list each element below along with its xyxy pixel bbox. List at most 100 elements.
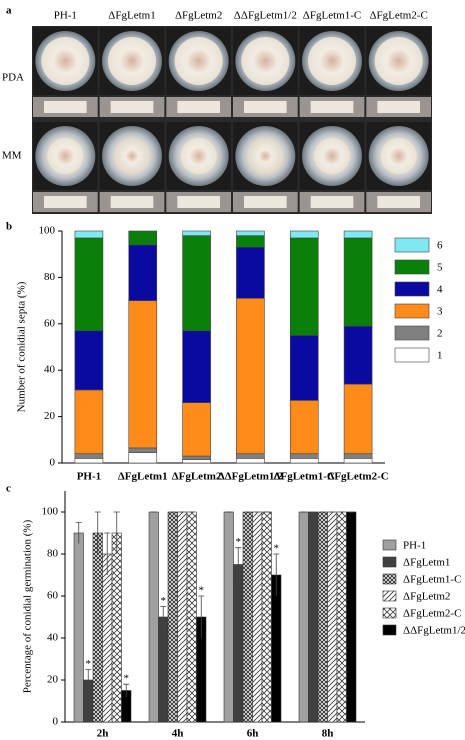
legend-swatch bbox=[382, 556, 397, 568]
y-axis-label: Number of conidial septa (%) bbox=[16, 281, 28, 412]
column-label: ΔFgLetm1-C bbox=[303, 10, 361, 22]
y-tick-label: 100 bbox=[42, 506, 59, 518]
significance-mark: * bbox=[236, 536, 242, 548]
x-tick-label: ΔFgLetm1-C bbox=[274, 471, 335, 483]
bar bbox=[186, 511, 197, 723]
legend-swatch bbox=[394, 237, 430, 253]
photo-background bbox=[32, 26, 432, 214]
bar bbox=[261, 511, 272, 723]
side-view-colony bbox=[110, 196, 154, 208]
colony bbox=[374, 37, 423, 85]
x-tick-label: ΔFgLetm2-C bbox=[327, 471, 388, 483]
bar-segment bbox=[182, 459, 211, 464]
bar-segment bbox=[128, 244, 158, 301]
bar bbox=[158, 616, 169, 723]
column-label: PH-1 bbox=[54, 10, 77, 22]
colony bbox=[380, 138, 417, 174]
bar bbox=[242, 511, 253, 723]
bar bbox=[327, 511, 338, 723]
colony bbox=[174, 37, 223, 85]
bar-segment bbox=[343, 453, 373, 459]
legend-label: PH-1 bbox=[403, 540, 426, 552]
bar-segment bbox=[289, 400, 319, 455]
bar bbox=[317, 511, 328, 723]
bar-segment bbox=[182, 455, 211, 460]
bar-segment bbox=[236, 235, 265, 248]
legend-swatch bbox=[394, 347, 430, 363]
bar bbox=[177, 511, 188, 723]
bar bbox=[233, 564, 244, 723]
legend-label: ΔΔFgLetm1/2 bbox=[403, 625, 465, 637]
bar-segment bbox=[74, 330, 104, 391]
bar-segment bbox=[236, 458, 265, 464]
error-bar bbox=[123, 683, 130, 697]
error-bar bbox=[75, 522, 82, 544]
colony bbox=[41, 37, 90, 85]
bar bbox=[92, 532, 103, 723]
panel-label: b bbox=[6, 221, 12, 233]
bar-segment bbox=[289, 230, 319, 239]
x-tick-label: ΔΔFgLetm1/2 bbox=[218, 471, 284, 483]
bar-segment bbox=[128, 452, 158, 464]
colony bbox=[252, 143, 279, 169]
side-view-colony bbox=[244, 196, 287, 208]
y-tick-label: 40 bbox=[44, 364, 56, 376]
y-tick-label: 20 bbox=[47, 674, 59, 686]
side-view-colony bbox=[44, 101, 87, 113]
legend-swatch bbox=[382, 539, 397, 551]
x-tick-label: 6h bbox=[247, 728, 259, 740]
legend-label: ΔFgLetm1-C bbox=[403, 574, 461, 586]
y-tick-label: 80 bbox=[47, 548, 59, 560]
row-label: PDA bbox=[2, 72, 24, 84]
bar-segment bbox=[343, 230, 373, 239]
bar-segment bbox=[74, 389, 104, 455]
y-tick-label: 100 bbox=[39, 225, 56, 237]
bar-segment bbox=[289, 335, 319, 401]
significance-mark: * bbox=[124, 673, 130, 685]
legend-label: 6 bbox=[437, 240, 443, 252]
error-bar bbox=[160, 606, 167, 628]
colony bbox=[47, 138, 84, 174]
x-tick-label: 4h bbox=[172, 728, 184, 740]
y-tick-label: 40 bbox=[47, 632, 59, 644]
bar-segment bbox=[74, 237, 104, 332]
legend-label: 3 bbox=[437, 306, 443, 318]
side-view-colony bbox=[44, 196, 87, 208]
y-tick-label: 0 bbox=[50, 457, 56, 469]
bar-segment bbox=[74, 230, 104, 239]
bar-segment bbox=[74, 453, 104, 459]
legend-swatch bbox=[382, 607, 397, 619]
legend-swatch bbox=[382, 573, 397, 585]
column-label: ΔFgLetm2 bbox=[175, 10, 222, 22]
legend-swatch bbox=[382, 624, 397, 636]
side-view-colony bbox=[177, 101, 220, 113]
bar-segment bbox=[74, 458, 104, 464]
bar-segment bbox=[128, 300, 158, 449]
legend-label: ΔFgLetm2-C bbox=[403, 608, 461, 620]
bar bbox=[148, 511, 159, 723]
bar-segment bbox=[182, 402, 211, 457]
y-tick-label: 60 bbox=[44, 317, 56, 329]
error-bar bbox=[104, 532, 111, 575]
colony bbox=[308, 37, 356, 85]
bar-segment bbox=[236, 297, 265, 455]
significance-mark: * bbox=[161, 595, 167, 607]
side-view-colony bbox=[377, 101, 420, 113]
bar-segment bbox=[236, 230, 265, 236]
y-tick-label: 60 bbox=[47, 590, 59, 602]
bar-segment bbox=[343, 458, 373, 464]
bar-segment bbox=[236, 246, 265, 299]
bar bbox=[346, 511, 357, 723]
error-bar bbox=[85, 669, 92, 691]
side-view-colony bbox=[310, 196, 354, 208]
bar-segment bbox=[289, 237, 319, 336]
bar-segment bbox=[128, 447, 158, 453]
error-bar bbox=[235, 547, 242, 582]
legend-label: 5 bbox=[437, 262, 443, 274]
bar bbox=[298, 511, 309, 723]
colony bbox=[180, 138, 217, 174]
x-tick-label: PH-1 bbox=[77, 471, 101, 483]
bar-segment bbox=[289, 458, 319, 464]
column-label: ΔFgLetm1 bbox=[108, 10, 155, 22]
